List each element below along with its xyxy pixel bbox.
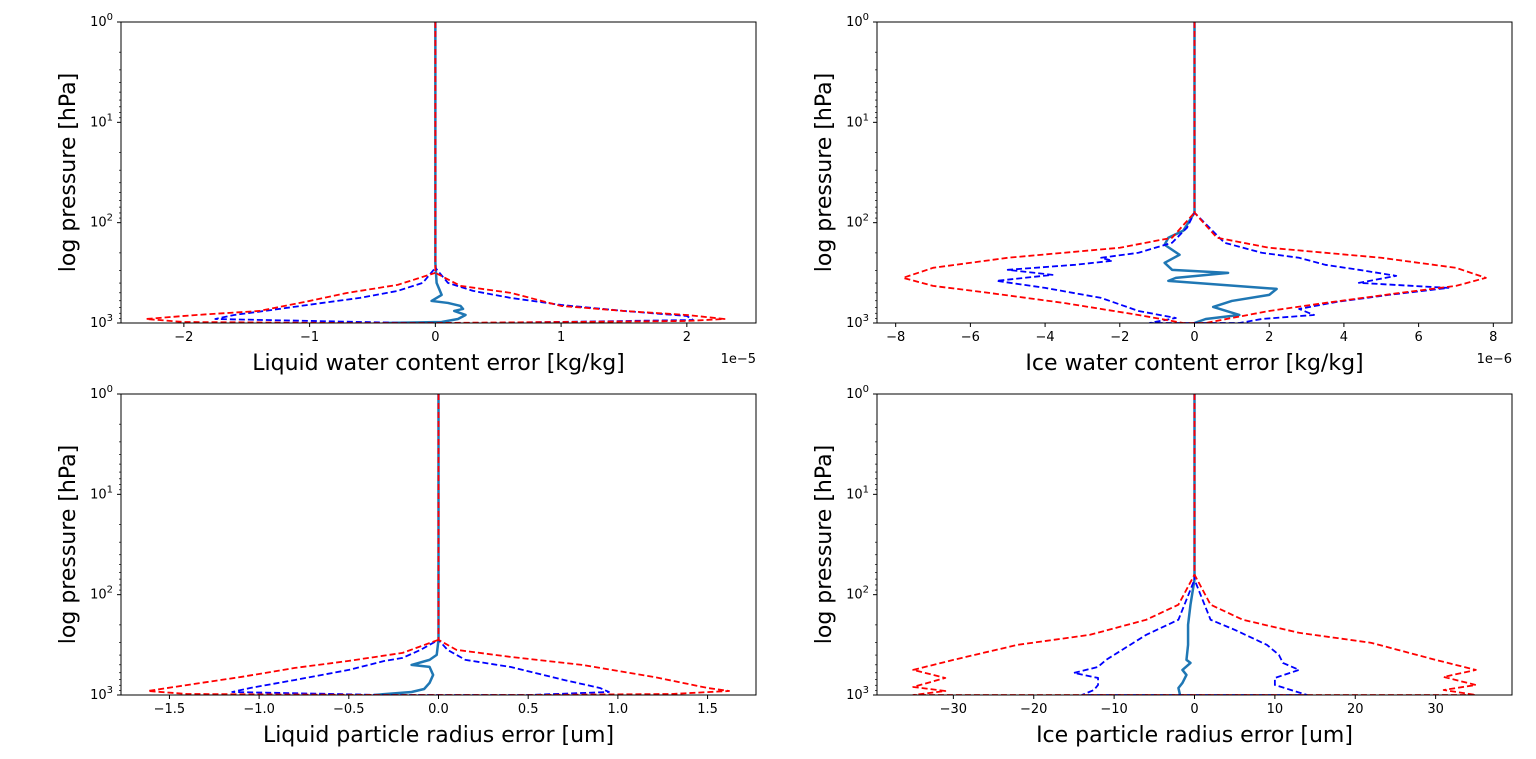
x-tick-label: −30: [940, 702, 967, 717]
y-tick-label: 102: [90, 585, 113, 603]
y-tick-label: 100: [846, 384, 869, 402]
series-std-line: [214, 22, 695, 323]
subplot-4: −30 −20 −10 0 10 20 30 100 101 102 103 Ice particle…: [812, 384, 1513, 748]
x-tick-label: −20: [1020, 702, 1047, 717]
y-axis-label: log pressure [hPa]: [56, 445, 81, 644]
series-max-line: [147, 394, 730, 695]
axes-frame: [120, 21, 757, 324]
x-tick-label: 0: [1190, 702, 1198, 717]
x-tick-label: 0.5: [518, 702, 539, 717]
x-tick-label: 0.0: [428, 702, 449, 717]
y-tick-label: 100: [90, 12, 113, 30]
series-group: [902, 22, 1487, 323]
x-tick-label: −4: [1036, 330, 1055, 345]
series-std-line: [995, 22, 1450, 323]
y-tick-label: 103: [90, 685, 113, 703]
y-tick-label: 103: [846, 313, 869, 331]
series-std-line: [1073, 394, 1308, 695]
x-tick-label: 6: [1414, 330, 1422, 345]
x-tick-label: 1.0: [608, 702, 629, 717]
series-mean-line: [373, 394, 440, 695]
x-tick-label: 20: [1347, 702, 1364, 717]
series-std-line: [231, 394, 610, 695]
y-axis-label: log pressure [hPa]: [812, 445, 837, 644]
x-tick-label: −8: [886, 330, 905, 345]
y-tick-label: 101: [846, 112, 869, 130]
x-axis-label: Liquid water content error [kg/kg]: [252, 351, 625, 376]
series-max-line: [902, 22, 1487, 323]
x-tick-label: −2: [174, 330, 193, 345]
x-offset-label: 1e−5: [721, 352, 756, 367]
x-tick-label: 2: [1265, 330, 1273, 345]
subplot-1: −2 −1 0 1 2 100 101 102 103 Liquid water content …: [56, 12, 757, 376]
x-tick-label: 1.5: [697, 702, 718, 717]
x-axis-label: Liquid particle radius error [um]: [263, 723, 614, 748]
y-tick-label: 103: [90, 313, 113, 331]
x-tick-label: 8: [1489, 330, 1497, 345]
y-tick-label: 101: [90, 112, 113, 130]
series-max-line: [912, 394, 1477, 695]
x-tick-label: 30: [1427, 702, 1444, 717]
x-tick-label: 2: [683, 330, 691, 345]
x-tick-label: −10: [1100, 702, 1127, 717]
series-group: [145, 22, 726, 323]
y-axis-label: log pressure [hPa]: [56, 73, 81, 272]
series-max-line: [145, 22, 726, 323]
x-tick-label: 0: [1190, 330, 1198, 345]
series-mean-line: [1177, 394, 1196, 695]
x-axis-label: Ice particle radius error [um]: [1036, 723, 1353, 748]
y-tick-label: 103: [846, 685, 869, 703]
x-tick-label: −0.5: [333, 702, 365, 717]
x-tick-label: 1: [557, 330, 565, 345]
y-tick-label: 101: [846, 484, 869, 502]
y-tick-label: 102: [90, 213, 113, 231]
x-tick-label: −1: [300, 330, 319, 345]
y-tick-label: 100: [846, 12, 869, 30]
x-tick-label: −1.5: [154, 702, 186, 717]
y-tick-label: 100: [90, 384, 113, 402]
y-axis-label: log pressure [hPa]: [812, 73, 837, 272]
x-tick-label: −6: [961, 330, 980, 345]
subplot-2: −8 −6 −4 −2 0 2 4 6 8 100 101 102 103 Ice water conte…: [812, 12, 1513, 376]
x-offset-label: 1e−6: [1477, 352, 1512, 367]
x-tick-label: −1.0: [243, 702, 275, 717]
y-tick-label: 102: [846, 585, 869, 603]
subplot-3: −1.5 −1.0 −0.5 0.0 0.5 1.0 1.5 100 101 102 103 Liqu…: [56, 384, 757, 748]
series-mean-line: [385, 22, 467, 323]
series-group: [912, 394, 1477, 695]
x-tick-label: 10: [1267, 702, 1284, 717]
y-tick-label: 102: [846, 213, 869, 231]
series-mean-line: [1163, 22, 1278, 323]
y-tick-label: 101: [90, 484, 113, 502]
x-tick-label: 4: [1340, 330, 1348, 345]
x-axis-label: Ice water content error [kg/kg]: [1025, 351, 1363, 376]
x-tick-label: −2: [1110, 330, 1129, 345]
series-group: [147, 394, 730, 695]
x-tick-label: 0: [431, 330, 439, 345]
